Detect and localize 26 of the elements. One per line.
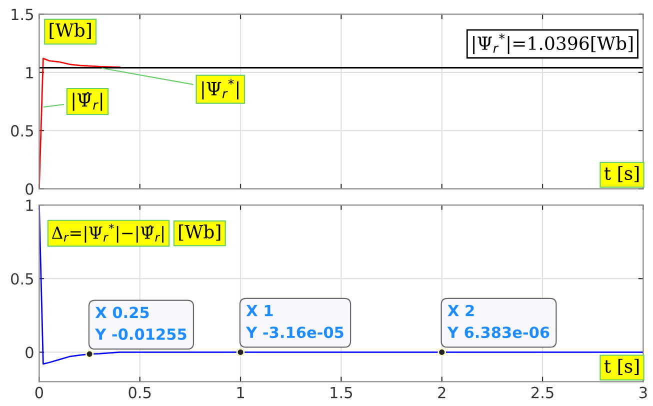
annotation: |Ψ̂$_{r}$| <box>72 92 102 111</box>
y-tick-label: 1 <box>26 67 33 78</box>
x-axis-title: t [s] <box>604 358 639 375</box>
x-tick-label: 0 <box>35 386 44 398</box>
x-axis-title: t [s] <box>604 166 639 182</box>
x-tick-label: 3 <box>640 386 647 398</box>
y-tick-label: 0 <box>26 183 34 195</box>
x-tick-label: 0.5 <box>128 386 151 398</box>
line-series <box>39 58 120 189</box>
y-tick-label: 0.5 <box>11 125 33 137</box>
annotation: X 2 Y 6.383e-06 <box>447 304 550 338</box>
x-tick-label: 1.5 <box>330 386 352 398</box>
annotation: X 1 Y -3.16e-05 <box>246 305 344 338</box>
annotation: |Ψ$_{r}$$^{*}$| <box>202 78 238 100</box>
x-tick-label: 2 <box>438 386 446 398</box>
y-tick-label: 0 <box>26 346 34 358</box>
y-axis-title: [Wb] <box>179 224 220 241</box>
y-tick-label: 1 <box>26 200 33 211</box>
y-axis-title: [Wb] <box>50 22 91 40</box>
y-tick-label: 1.5 <box>12 8 33 20</box>
x-tick-label: 1 <box>237 386 244 398</box>
annotation: |Ψ$_{r}$$^{*}$|=1.0396[Wb] <box>473 34 633 54</box>
annotation: X 0.25 Y -0.01255 <box>94 306 186 340</box>
y-tick-label: 0.5 <box>11 273 33 285</box>
x-tick-label: 2.5 <box>532 386 554 398</box>
annotation: Δ$_{r}$=|Ψ$_{r}$$^{*}$|−|Ψ̂$_{r}$| <box>52 224 164 243</box>
